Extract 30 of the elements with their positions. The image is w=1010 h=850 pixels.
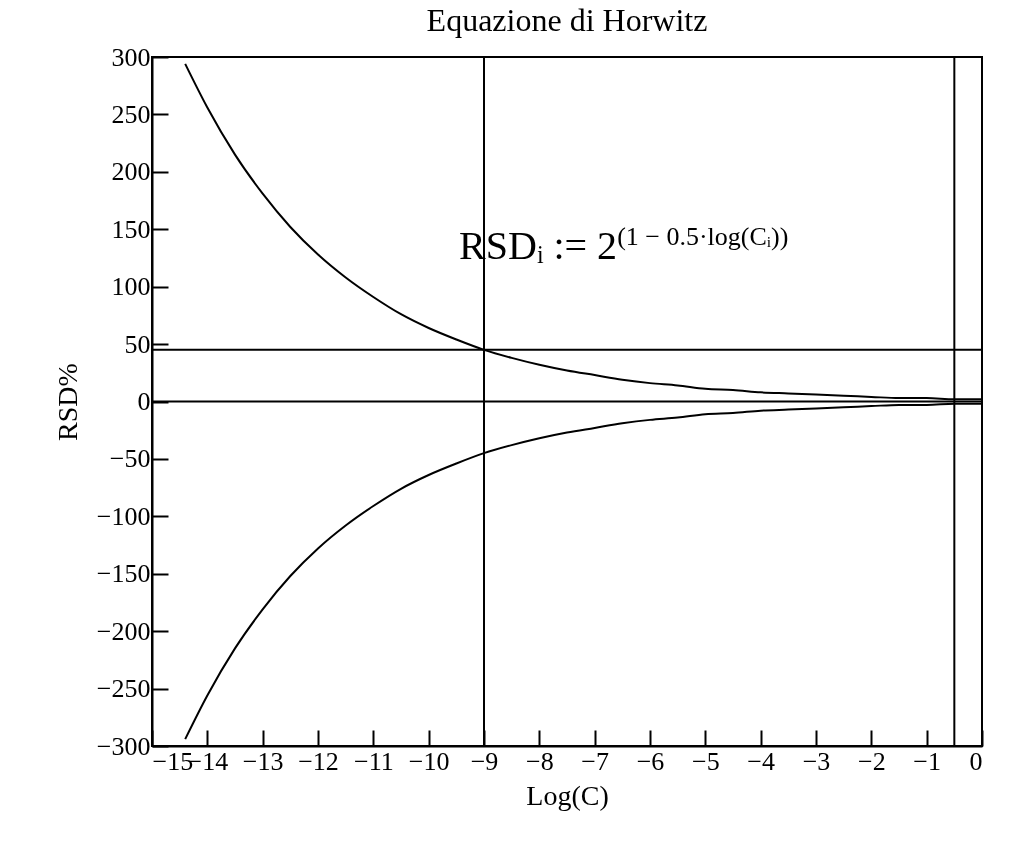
x-tick-label: −9 [470,746,499,776]
y-tick-label: −100 [96,501,151,531]
y-tick-label: −150 [96,559,151,589]
y-axis-title: RSD% [51,363,83,441]
y-tick-label: 300 [111,42,151,72]
x-tick-label: 0 [969,746,983,776]
y-tick-label: −200 [96,616,151,646]
y-tick-label: −300 [96,731,151,761]
x-tick-label: −13 [242,746,284,776]
x-tick-label: −12 [298,746,339,776]
x-axis-title: Log(C) [526,779,609,811]
y-tick-label: 250 [111,99,151,129]
y-tick-label: 0 [137,387,151,416]
x-tick-label: −7 [581,746,609,776]
x-tick-label: −2 [858,746,886,776]
y-tick-label: −50 [109,444,151,474]
x-tick-label: −10 [408,746,450,776]
x-tick-label: −8 [526,746,554,776]
x-tick-label: −11 [353,746,394,776]
x-tick-label: −6 [636,746,665,776]
y-tick-label: −250 [96,674,151,704]
y-tick-label: 100 [111,272,151,302]
y-tick-label: 150 [111,214,151,244]
x-tick-label: −1 [913,746,941,776]
x-tick-label: −4 [747,746,775,776]
y-tick-label: 50 [124,329,151,359]
chart-title: Equazione di Horwitz [426,2,708,38]
y-tick-label: 200 [111,157,151,187]
x-tick-label: −5 [692,746,720,776]
x-tick-label: −3 [802,746,831,776]
